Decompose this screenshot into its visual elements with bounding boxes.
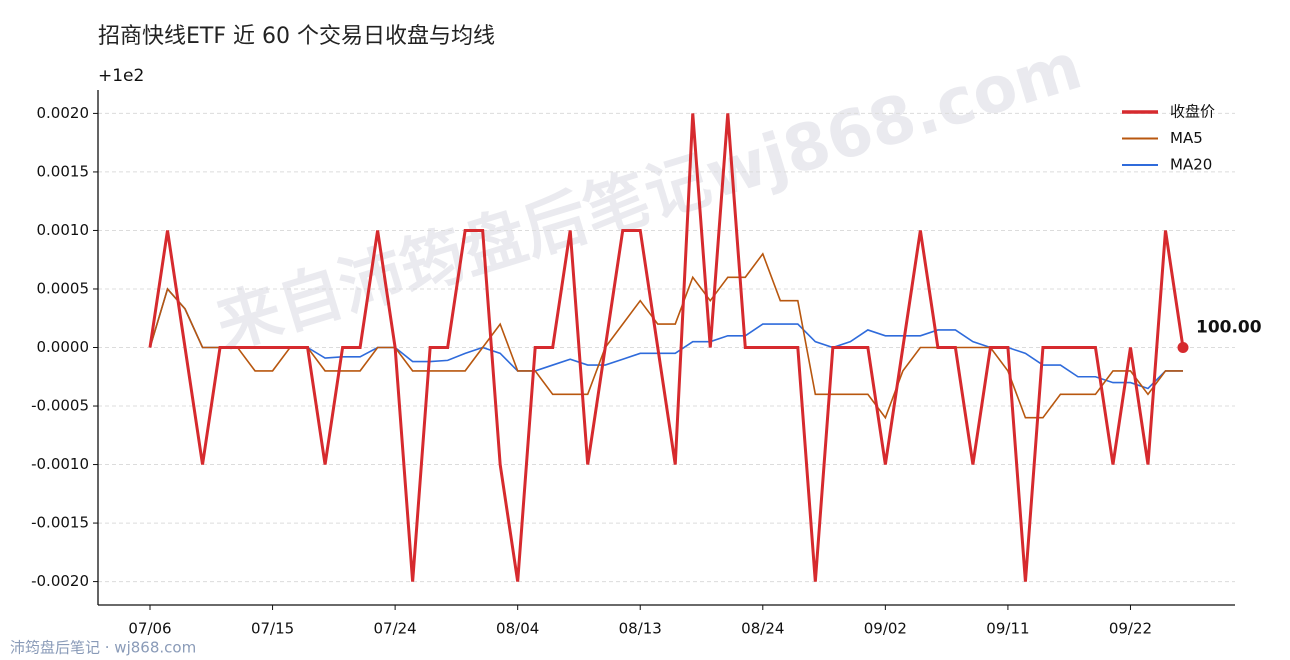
series-line (148, 113, 1185, 582)
x-tick-label: 07/06 (128, 620, 171, 638)
legend-label: 收盘价 (1170, 103, 1215, 121)
x-tick-label: 07/24 (374, 620, 417, 638)
footer: 沛筠盘后笔记 · wj868.com (10, 639, 196, 657)
x-tick-label: 09/11 (986, 620, 1029, 638)
y-tick-label: 0.0015 (37, 162, 90, 180)
y-tick-label: -0.0020 (31, 572, 89, 590)
x-tick-label: 08/04 (496, 620, 539, 638)
y-tick-label: -0.0005 (31, 397, 89, 415)
series-line (149, 287, 1183, 390)
end-label: 100.00 (1196, 318, 1262, 338)
legend-label: MA5 (1170, 129, 1203, 147)
y-tick-label: -0.0015 (31, 514, 89, 532)
x-tick-label: 08/24 (741, 620, 784, 638)
legend-label: MA20 (1170, 156, 1212, 174)
y-tick-label: 0.0010 (37, 221, 90, 239)
end-point (1177, 342, 1189, 353)
x-tick-label: 09/02 (864, 620, 907, 638)
x-tick-label: 09/22 (1109, 620, 1152, 638)
y-tick-label: 0.0020 (37, 104, 90, 122)
offset-label: +1e2 (98, 66, 144, 86)
x-tick-label: 07/15 (251, 620, 294, 638)
y-tick-label: -0.0010 (31, 455, 89, 473)
y-tick-label: 0.0005 (37, 279, 90, 297)
y-tick-label: 0.0000 (37, 338, 90, 356)
x-tick-label: 08/13 (619, 620, 662, 638)
chart-title: 招商快线ETF 近 60 个交易日收盘与均线 (98, 24, 495, 49)
